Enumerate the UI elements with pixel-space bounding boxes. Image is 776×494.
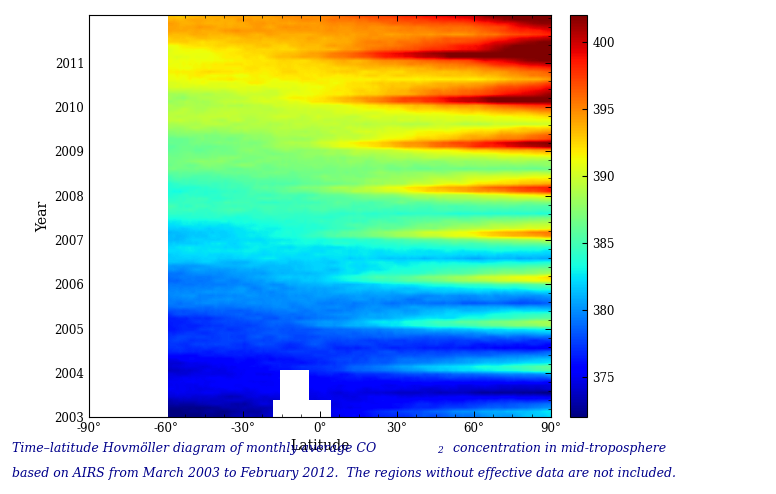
Y-axis label: Year: Year [36,201,50,232]
Text: 2: 2 [437,446,442,455]
Text: based on AIRS from March 2003 to February 2012.  The regions without effective d: based on AIRS from March 2003 to Februar… [12,467,676,480]
Text: concentration in mid-troposphere: concentration in mid-troposphere [449,442,666,455]
X-axis label: Latitude: Latitude [290,440,350,453]
Bar [89,15,166,417]
Text: Time–latitude Hovmöller diagram of monthly average CO: Time–latitude Hovmöller diagram of month… [12,442,376,455]
